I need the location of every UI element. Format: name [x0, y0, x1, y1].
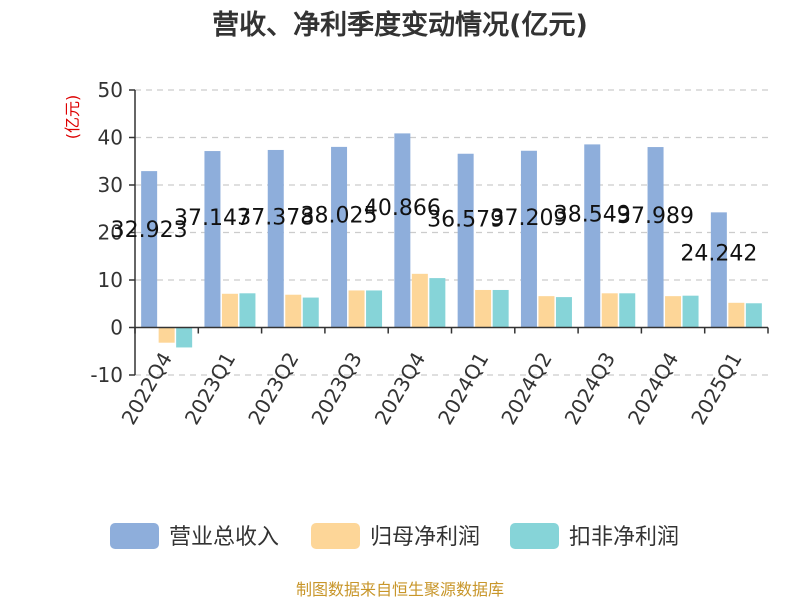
legend-label-1: 归母净利润 — [370, 525, 480, 550]
legend-swatch-0 — [110, 523, 159, 549]
legend-label-2: 扣非净利润 — [569, 525, 679, 550]
y-axis-unit: (亿元) — [63, 95, 82, 140]
bar-2024Q3-s0 — [584, 144, 601, 328]
bar-2024Q1-s1 — [475, 289, 492, 328]
legend[interactable]: 营业总收入 归母净利润 扣非净利润 — [110, 523, 679, 550]
bar-2023Q4-s2 — [429, 278, 446, 328]
bar-2024Q4-s2 — [682, 295, 699, 328]
bar-2024Q1-s0 — [457, 153, 474, 328]
data-label-2023Q1: 37.147 — [174, 206, 251, 231]
data-label-2023Q2: 37.378 — [237, 206, 314, 231]
bar-2022Q4-s2 — [176, 327, 193, 348]
legend-swatch-1 — [311, 523, 360, 549]
bar-2023Q4-s1 — [411, 273, 428, 328]
bar-2023Q3-s2 — [366, 290, 383, 328]
bar-2023Q4-s0 — [394, 133, 411, 328]
x-tick-label-2023Q1: 2023Q1 — [180, 348, 240, 429]
bar-2023Q1-s2 — [239, 293, 256, 328]
data-label-2024Q2: 37.209 — [490, 206, 567, 231]
bar-2024Q1-s2 — [492, 289, 509, 328]
data-label-2023Q4: 40.866 — [364, 196, 441, 221]
data-labels: 32.92337.14737.37838.02540.86636.57937.2… — [111, 196, 758, 267]
bar-2024Q2-s0 — [520, 150, 537, 328]
bar-2023Q1-s0 — [204, 151, 221, 328]
bar-2024Q4-s0 — [647, 147, 664, 328]
bar-2025Q1-s2 — [745, 303, 762, 328]
legend-label-0: 营业总收入 — [169, 525, 279, 550]
bar-2025Q1-s0 — [710, 212, 727, 328]
bar-2025Q1-s1 — [728, 302, 745, 328]
x-tick-label-2023Q4: 2023Q4 — [370, 348, 430, 429]
legend-item-1[interactable]: 归母净利润 — [311, 523, 480, 550]
x-tick-label-2023Q3: 2023Q3 — [306, 348, 366, 429]
axes — [129, 89, 769, 376]
legend-item-2[interactable]: 扣非净利润 — [510, 523, 679, 550]
x-tick-label-2025Q1: 2025Q1 — [686, 348, 746, 429]
bar-2024Q3-s2 — [619, 293, 636, 328]
x-tick-label-2023Q2: 2023Q2 — [243, 348, 303, 429]
bar-2023Q2-s2 — [302, 297, 319, 328]
x-tick-label-2024Q4: 2024Q4 — [623, 348, 683, 429]
x-tick-label-2022Q4: 2022Q4 — [117, 348, 177, 429]
y-tick-label: 10 — [98, 268, 123, 292]
bars — [141, 133, 762, 348]
data-label-2024Q4: 37.989 — [617, 204, 694, 229]
legend-item-0[interactable]: 营业总收入 — [110, 523, 279, 550]
bar-2022Q4-s0 — [141, 171, 158, 328]
bar-2022Q4-s1 — [158, 327, 175, 343]
y-tick-label: -10 — [90, 363, 123, 387]
y-tick-label: 0 — [110, 316, 123, 340]
data-label-2024Q1: 36.579 — [427, 208, 504, 233]
y-tick-label: 50 — [98, 78, 123, 102]
bar-2023Q3-s1 — [348, 290, 365, 328]
y-tick-label: 40 — [98, 126, 123, 150]
data-label-2023Q3: 38.025 — [301, 204, 378, 229]
source-note: 制图数据来自恒生聚源数据库 — [296, 580, 504, 599]
bar-2023Q1-s1 — [221, 293, 238, 328]
x-tick-labels: 2022Q4 2023Q1 2023Q2 2023Q3 2023Q4 2024Q1 2024… — [117, 348, 747, 429]
data-label-2024Q3: 38.549 — [554, 202, 631, 227]
bar-2024Q2-s1 — [538, 296, 555, 328]
x-tick-label-2024Q1: 2024Q1 — [433, 348, 493, 429]
legend-swatch-2 — [510, 523, 559, 549]
data-label-2022Q4: 32.923 — [111, 218, 188, 243]
x-tick-label-2024Q3: 2024Q3 — [560, 348, 620, 429]
bar-2024Q4-s1 — [665, 296, 682, 328]
y-tick-label: 20 — [98, 221, 123, 245]
bar-2023Q2-s0 — [267, 149, 284, 328]
bar-2023Q3-s0 — [331, 146, 348, 328]
chart-title: 营收、净利季度变动情况(亿元) — [212, 9, 588, 41]
data-label-2025Q1: 24.242 — [680, 242, 757, 267]
bar-2023Q2-s1 — [285, 294, 302, 328]
y-tick-labels: -10 0 10 20 30 40 50 — [90, 78, 123, 387]
bar-2024Q2-s2 — [555, 297, 572, 328]
y-tick-label: 30 — [98, 173, 123, 197]
x-tick-label-2024Q2: 2024Q2 — [496, 348, 556, 429]
bar-2024Q3-s1 — [601, 293, 618, 328]
